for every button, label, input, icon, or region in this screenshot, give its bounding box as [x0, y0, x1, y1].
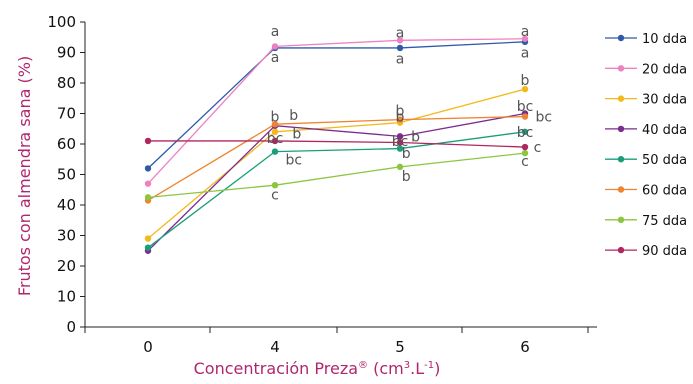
y-tick-label: 70 [57, 105, 76, 123]
series-line-0 [147, 41, 526, 169]
y-tick-label: 90 [57, 44, 76, 62]
significance-label: b [402, 169, 411, 185]
legend-marker [617, 65, 625, 72]
legend-marker [617, 95, 625, 102]
series-line-4 [147, 131, 526, 249]
data-point [521, 128, 529, 135]
significance-label: a [271, 24, 280, 40]
y-tick-label: 60 [57, 135, 76, 153]
series-line-2 [147, 88, 526, 240]
data-point [521, 143, 529, 151]
data-point [396, 116, 404, 123]
y-axis-title: Frutos con almendra sana (%) [15, 56, 34, 296]
significance-label: b [396, 103, 405, 119]
significance-label: a [521, 24, 530, 40]
data-point [271, 181, 279, 189]
data-point [271, 120, 279, 128]
legend-label: 60 dda [642, 184, 687, 199]
legend-label: 10 dda [642, 32, 687, 47]
series-line-6 [147, 152, 526, 199]
legend-marker [617, 216, 625, 223]
data-point [144, 180, 152, 187]
data-point [271, 128, 279, 135]
x-tick-label: 4 [270, 338, 280, 356]
y-tick-label: 80 [57, 74, 76, 92]
data-point [144, 194, 152, 201]
chart-axes: 0 10 20 30 40 50 60 70 80 90 100 0 4 5 6 [47, 13, 597, 356]
data-point [271, 43, 279, 50]
legend-label: 40 dda [642, 123, 687, 138]
data-point [144, 137, 152, 145]
significance-label: bc [267, 131, 284, 147]
legend-label: 50 dda [642, 153, 687, 168]
x-axis-title: Concentración Preza® (cm3.L-1) [194, 359, 441, 378]
legend-label: 90 dda [642, 244, 687, 259]
series-line-3 [147, 112, 526, 252]
significance-label: bc [517, 99, 534, 115]
significance-label: c [521, 154, 529, 170]
significance-label: b [521, 73, 530, 89]
significance-label: bc [535, 110, 552, 126]
x-tick-label: 6 [520, 338, 530, 356]
significance-label: b [271, 110, 280, 126]
y-tick-label: 30 [57, 227, 76, 245]
y-tick-label: 100 [47, 13, 76, 31]
data-point [521, 85, 529, 93]
y-tick-label: 20 [57, 257, 76, 275]
data-point [396, 139, 404, 146]
significance-label: bc [285, 152, 302, 168]
legend-label: 20 dda [642, 62, 687, 77]
significance-label: c [534, 140, 542, 156]
significance-label: b [396, 110, 405, 126]
significance-label: bc [392, 134, 409, 150]
legend-marker [617, 125, 625, 133]
series-line-5 [147, 115, 526, 201]
data-point [144, 165, 152, 172]
significance-label: b [292, 126, 301, 142]
data-point [396, 145, 404, 152]
data-point [271, 148, 279, 155]
chart-series [144, 35, 529, 254]
significance-label: c [271, 187, 279, 203]
data-point [396, 44, 404, 52]
data-point [144, 235, 152, 242]
legend-label: 75 dda [642, 214, 687, 229]
x-tick-label: 0 [143, 338, 153, 356]
series-line-1 [147, 38, 526, 185]
chart-legend: 10 dda 20 dda 30 dda 40 dda 50 dda 60 dda 75 d… [605, 32, 687, 259]
significance-label: b [289, 108, 298, 124]
series-line-7 [148, 140, 526, 148]
legend-label: 30 dda [642, 93, 687, 108]
data-point [396, 133, 404, 140]
significance-label: bc [517, 125, 534, 141]
significance-label: a [396, 26, 405, 42]
y-tick-label: 10 [57, 288, 76, 306]
y-tick-label: 40 [57, 196, 76, 214]
significance-label: a [271, 50, 280, 66]
legend-marker [617, 186, 625, 193]
x-tick-label: 5 [395, 338, 405, 356]
data-point [521, 35, 529, 42]
y-tick-label: 0 [66, 318, 76, 336]
significance-label: a [396, 52, 405, 68]
data-point [271, 137, 279, 145]
legend-marker [617, 34, 625, 42]
significance-label: a [521, 46, 530, 62]
significance-label: b [411, 129, 420, 145]
data-point [521, 113, 529, 120]
y-tick-label: 50 [57, 166, 76, 184]
legend-marker [617, 246, 625, 254]
data-point [521, 149, 529, 157]
legend-marker [617, 156, 625, 163]
data-point [396, 37, 404, 44]
data-point [396, 163, 404, 171]
data-point [144, 244, 152, 251]
significance-label: b [402, 146, 411, 162]
